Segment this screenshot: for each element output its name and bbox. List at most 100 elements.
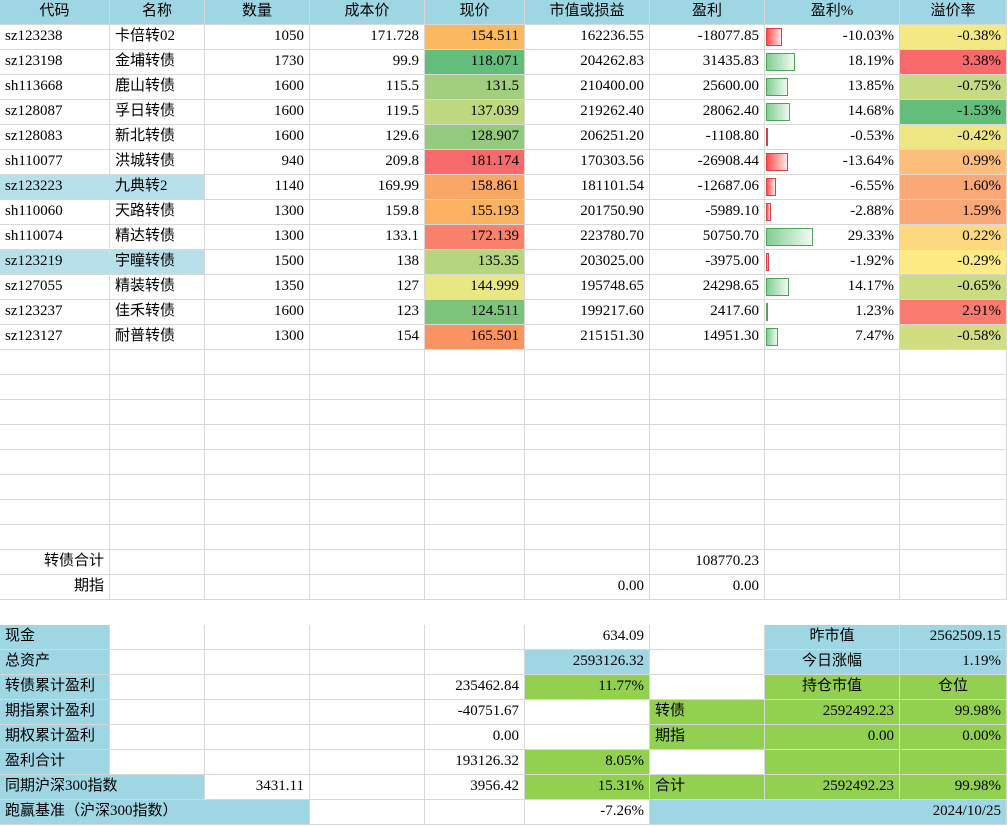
cell-qty[interactable]: 1050: [205, 25, 310, 50]
panel-row-label[interactable]: 转债: [650, 700, 765, 725]
empty-cell[interactable]: [650, 400, 765, 425]
cell-profit-pct[interactable]: -2.88%: [765, 200, 900, 225]
cell-code[interactable]: sz123198: [0, 50, 110, 75]
summary-label[interactable]: 转债累计盈利: [0, 675, 110, 700]
empty-cell[interactable]: [525, 725, 650, 750]
cell-profit-pct[interactable]: 1.23%: [765, 300, 900, 325]
summary-label[interactable]: 总资产: [0, 650, 110, 675]
summary-value[interactable]: -7.26%: [525, 800, 650, 825]
empty-cell[interactable]: [425, 800, 525, 825]
empty-cell[interactable]: [900, 450, 1007, 475]
panel-value-today-change[interactable]: 1.19%: [900, 650, 1007, 675]
empty-cell[interactable]: [310, 550, 425, 575]
empty-cell[interactable]: [525, 400, 650, 425]
empty-cell[interactable]: [0, 525, 110, 550]
col-header-code[interactable]: 代码: [0, 0, 110, 25]
empty-cell[interactable]: [310, 725, 425, 750]
empty-cell[interactable]: [650, 525, 765, 550]
empty-cell[interactable]: [0, 475, 110, 500]
cell-qty[interactable]: 1600: [205, 125, 310, 150]
empty-cell[interactable]: [205, 675, 310, 700]
cell-cost[interactable]: 119.5: [310, 100, 425, 125]
empty-cell[interactable]: [310, 800, 425, 825]
cell-premium[interactable]: 3.38%: [900, 50, 1007, 75]
cell-profit[interactable]: -18077.85: [650, 25, 765, 50]
empty-cell[interactable]: [0, 500, 110, 525]
cell-premium[interactable]: -0.38%: [900, 25, 1007, 50]
empty-cell[interactable]: [525, 375, 650, 400]
cell-code[interactable]: sz127055: [0, 275, 110, 300]
cell-profit[interactable]: 31435.83: [650, 50, 765, 75]
cell-market-value[interactable]: 223780.70: [525, 225, 650, 250]
empty-cell[interactable]: [900, 550, 1007, 575]
panel-label-today-change[interactable]: 今日涨幅: [765, 650, 900, 675]
col-header-qty[interactable]: 数量: [205, 0, 310, 25]
cell-qty[interactable]: 1300: [205, 200, 310, 225]
cell-profit-pct[interactable]: 14.68%: [765, 100, 900, 125]
cell-price[interactable]: 155.193: [425, 200, 525, 225]
cell-market-value[interactable]: 162236.55: [525, 25, 650, 50]
empty-cell[interactable]: [310, 500, 425, 525]
cell-cost[interactable]: 169.99: [310, 175, 425, 200]
empty-cell[interactable]: [0, 350, 110, 375]
cell-name[interactable]: 精达转债: [110, 225, 205, 250]
empty-cell[interactable]: [205, 525, 310, 550]
empty-cell[interactable]: [205, 700, 310, 725]
panel-row-pct[interactable]: 0.00%: [900, 725, 1007, 750]
empty-cell[interactable]: [110, 475, 205, 500]
empty-cell[interactable]: [205, 650, 310, 675]
summary-value[interactable]: 8.05%: [525, 750, 650, 775]
cell-market-value[interactable]: 215151.30: [525, 325, 650, 350]
summary-label[interactable]: 同期沪深300指数: [0, 775, 205, 800]
date-cell[interactable]: 2024/10/25: [650, 800, 1007, 825]
empty-cell[interactable]: [765, 525, 900, 550]
cell-name[interactable]: 卡倍转02: [110, 25, 205, 50]
cell-market-value[interactable]: 210400.00: [525, 75, 650, 100]
empty-cell[interactable]: [765, 550, 900, 575]
cell-name[interactable]: 洪城转债: [110, 150, 205, 175]
cell-code[interactable]: sh113668: [0, 75, 110, 100]
cell-profit-pct[interactable]: 18.19%: [765, 50, 900, 75]
empty-cell[interactable]: [425, 550, 525, 575]
empty-cell[interactable]: [425, 375, 525, 400]
empty-cell[interactable]: [650, 375, 765, 400]
cell-premium[interactable]: 2.91%: [900, 300, 1007, 325]
col-header-cost[interactable]: 成本价: [310, 0, 425, 25]
empty-cell[interactable]: [310, 700, 425, 725]
empty-cell[interactable]: [650, 425, 765, 450]
cell-market-value[interactable]: 170303.56: [525, 150, 650, 175]
empty-cell[interactable]: [525, 700, 650, 725]
empty-cell[interactable]: [310, 375, 425, 400]
empty-cell[interactable]: [110, 400, 205, 425]
empty-cell[interactable]: [650, 675, 765, 700]
col-header-price[interactable]: 现价: [425, 0, 525, 25]
panel-total-value[interactable]: 2592492.23: [765, 775, 900, 800]
summary-value[interactable]: 11.77%: [525, 675, 650, 700]
cell-qty[interactable]: 1600: [205, 75, 310, 100]
col-header-market-value[interactable]: 市值或损益: [525, 0, 650, 25]
cell-code[interactable]: sh110060: [0, 200, 110, 225]
cell-code[interactable]: sh110074: [0, 225, 110, 250]
cell-profit-pct[interactable]: -6.55%: [765, 175, 900, 200]
empty-cell[interactable]: [650, 350, 765, 375]
empty-cell[interactable]: [900, 525, 1007, 550]
empty-cell[interactable]: [110, 575, 205, 600]
cell-futures-market-value[interactable]: 0.00: [525, 575, 650, 600]
col-header-profit[interactable]: 盈利: [650, 0, 765, 25]
col-header-premium[interactable]: 溢价率: [900, 0, 1007, 25]
empty-cell[interactable]: [310, 450, 425, 475]
cell-cost[interactable]: 209.8: [310, 150, 425, 175]
empty-cell[interactable]: [205, 350, 310, 375]
empty-cell[interactable]: [310, 575, 425, 600]
summary-value[interactable]: 15.31%: [525, 775, 650, 800]
empty-cell[interactable]: [110, 350, 205, 375]
cell-code[interactable]: sz128083: [0, 125, 110, 150]
cell-code[interactable]: sz123223: [0, 175, 110, 200]
summary-label[interactable]: 转债合计: [0, 550, 110, 575]
cell-premium[interactable]: -0.75%: [900, 75, 1007, 100]
cell-premium[interactable]: -0.29%: [900, 250, 1007, 275]
panel-row-label[interactable]: 期指: [650, 725, 765, 750]
empty-cell[interactable]: [765, 575, 900, 600]
cell-qty[interactable]: 1350: [205, 275, 310, 300]
empty-cell[interactable]: [425, 425, 525, 450]
